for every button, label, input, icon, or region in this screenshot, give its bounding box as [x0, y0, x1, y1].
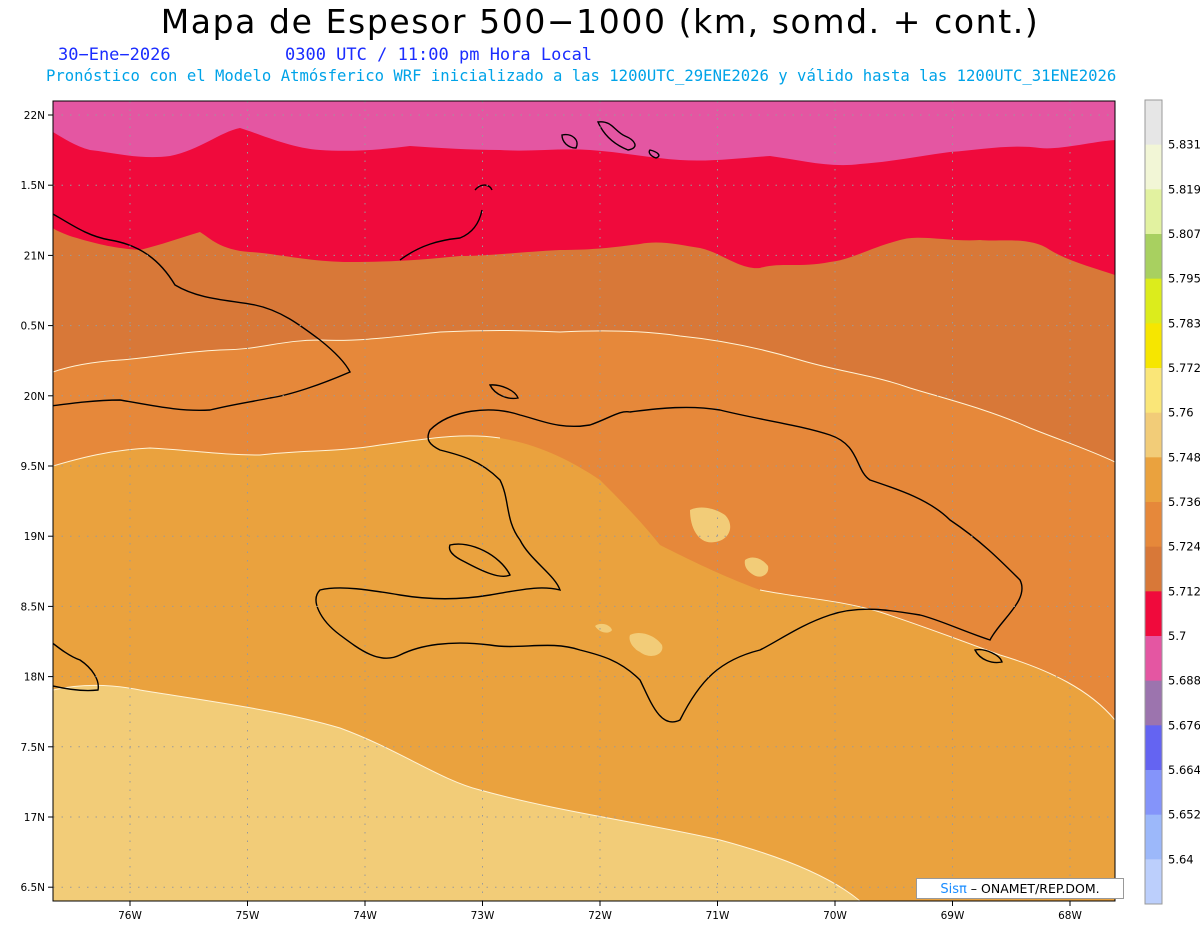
colorbar-swatch [1145, 234, 1162, 280]
lon-tick-label: 72W [588, 910, 612, 922]
colorbar-label: 5.712 [1168, 584, 1200, 598]
lat-tick-label: 20N [24, 391, 45, 403]
map-title: Mapa de Espesor 500−1000 (km, somd. + co… [160, 2, 1040, 41]
colorbar-swatch [1145, 680, 1162, 726]
colorbar-label: 5.748 [1168, 450, 1200, 464]
coast-turks [488, 384, 519, 400]
forecast-time: 0300 UTC / 11:00 pm Hora Local [285, 45, 593, 65]
lon-tick-label: 70W [823, 910, 847, 922]
credit-brand: Sisπ [940, 882, 967, 897]
colorbar-label: 5.76 [1168, 406, 1194, 420]
colorbar-swatch [1145, 457, 1162, 503]
colorbar-swatch [1145, 591, 1162, 637]
lon-tick-label: 75W [236, 910, 260, 922]
colorbar-swatch [1145, 546, 1162, 592]
coast-bahamas-2 [596, 121, 636, 151]
colorbar-label: 5.7 [1168, 629, 1186, 643]
colorbar-swatch [1145, 859, 1162, 905]
contour-lines [53, 330, 1115, 901]
credit-org: – ONAMET/REP.DOM. [966, 881, 1100, 896]
coast-bahamas-4 [648, 149, 660, 159]
colorbar-label: 5.831 [1168, 138, 1200, 152]
lat-tick-label: 21N [24, 250, 45, 262]
colorbar-swatch [1145, 814, 1162, 860]
map-plot-area [53, 101, 1115, 901]
lat-tick-label: 8.5N [20, 601, 45, 613]
colorbar-label: 5.676 [1168, 718, 1200, 732]
coast-hispaniola [315, 406, 1023, 723]
graticule [53, 101, 1115, 901]
colorbar-label: 5.652 [1168, 808, 1200, 822]
lon-tick-label: 68W [1058, 910, 1082, 922]
coast-gonave [448, 543, 511, 577]
lat-tick-label: 18N [24, 672, 45, 684]
colorbar-label: 5.724 [1168, 540, 1200, 554]
fill-patch-small [595, 623, 612, 633]
colorbar-swatch [1145, 144, 1162, 190]
lat-tick-label: 0.5N [20, 321, 45, 333]
colorbar-label: 5.64 [1168, 852, 1194, 866]
colorbar-swatch [1145, 636, 1162, 682]
colorbar-swatch [1145, 278, 1162, 324]
lat-tick-label: 22N [24, 110, 45, 122]
forecast-date: 30−Ene−2026 [58, 45, 171, 65]
colorbar-swatch [1145, 770, 1162, 816]
colorbar-label: 5.772 [1168, 361, 1200, 375]
colorbar-swatch [1145, 100, 1162, 146]
model-subtitle: Pronóstico con el Modelo Atmósferico WRF… [46, 67, 1117, 85]
latitude-axis: 22N 1.5N 21N 0.5N 20N 9.5N 19N 8.5N 18N 7.5N 17N 6.… [20, 110, 53, 894]
colorbar-swatch [1145, 368, 1162, 414]
lat-tick-label: 19N [24, 531, 45, 543]
coast-bahamas-3 [561, 133, 578, 149]
colorbar-frame [1144, 99, 1163, 905]
colorbar-swatch [1145, 323, 1162, 369]
lon-tick-label: 73W [471, 910, 495, 922]
colorbar-label: 5.819 [1168, 182, 1200, 196]
coastlines [53, 121, 1023, 723]
fill-light-region [53, 685, 860, 901]
fill-patch-south [629, 633, 663, 656]
plot-frame [52, 100, 1116, 902]
colorbar-label: 5.807 [1168, 227, 1200, 241]
coast-cuba [53, 213, 351, 412]
lat-tick-label: 7.5N [20, 742, 45, 754]
coast-jamaica [53, 642, 99, 692]
colorbar-label: 5.688 [1168, 674, 1200, 688]
colorbar-swatch [1145, 502, 1162, 548]
colorbar-label: 5.795 [1168, 272, 1200, 286]
colorbar-swatch [1145, 725, 1162, 771]
colorbar-swatch [1145, 189, 1162, 235]
lon-tick-label: 74W [353, 910, 377, 922]
colorbar: 5.831 5.819 5.807 5.795 5.783 5.772 5.76 5.748 5… [1144, 99, 1200, 905]
lon-tick-label: 71W [706, 910, 730, 922]
colorbar-label: 5.736 [1168, 495, 1200, 509]
lat-tick-label: 6.5N [20, 882, 45, 894]
lon-tick-label: 76W [118, 910, 142, 922]
credit-box: Sisπ – ONAMET/REP.DOM. [916, 878, 1124, 899]
colorbar-label: 5.783 [1168, 316, 1200, 330]
lat-tick-label: 9.5N [20, 461, 45, 473]
colorbar-label: 5.664 [1168, 763, 1200, 777]
fill-patch-east [744, 557, 769, 577]
lat-tick-label: 17N [24, 812, 45, 824]
colorbar-swatch [1145, 412, 1162, 458]
coast-bahamas-1 [399, 184, 493, 261]
longitude-axis: 76W 75W 74W 73W 72W 71W 70W 69W 68W [118, 901, 1082, 922]
coast-saona [973, 648, 1003, 664]
fill-pink-band [53, 101, 1115, 166]
fill-patch-central [690, 507, 731, 543]
lat-tick-label: 1.5N [20, 180, 45, 192]
lon-tick-label: 69W [941, 910, 965, 922]
